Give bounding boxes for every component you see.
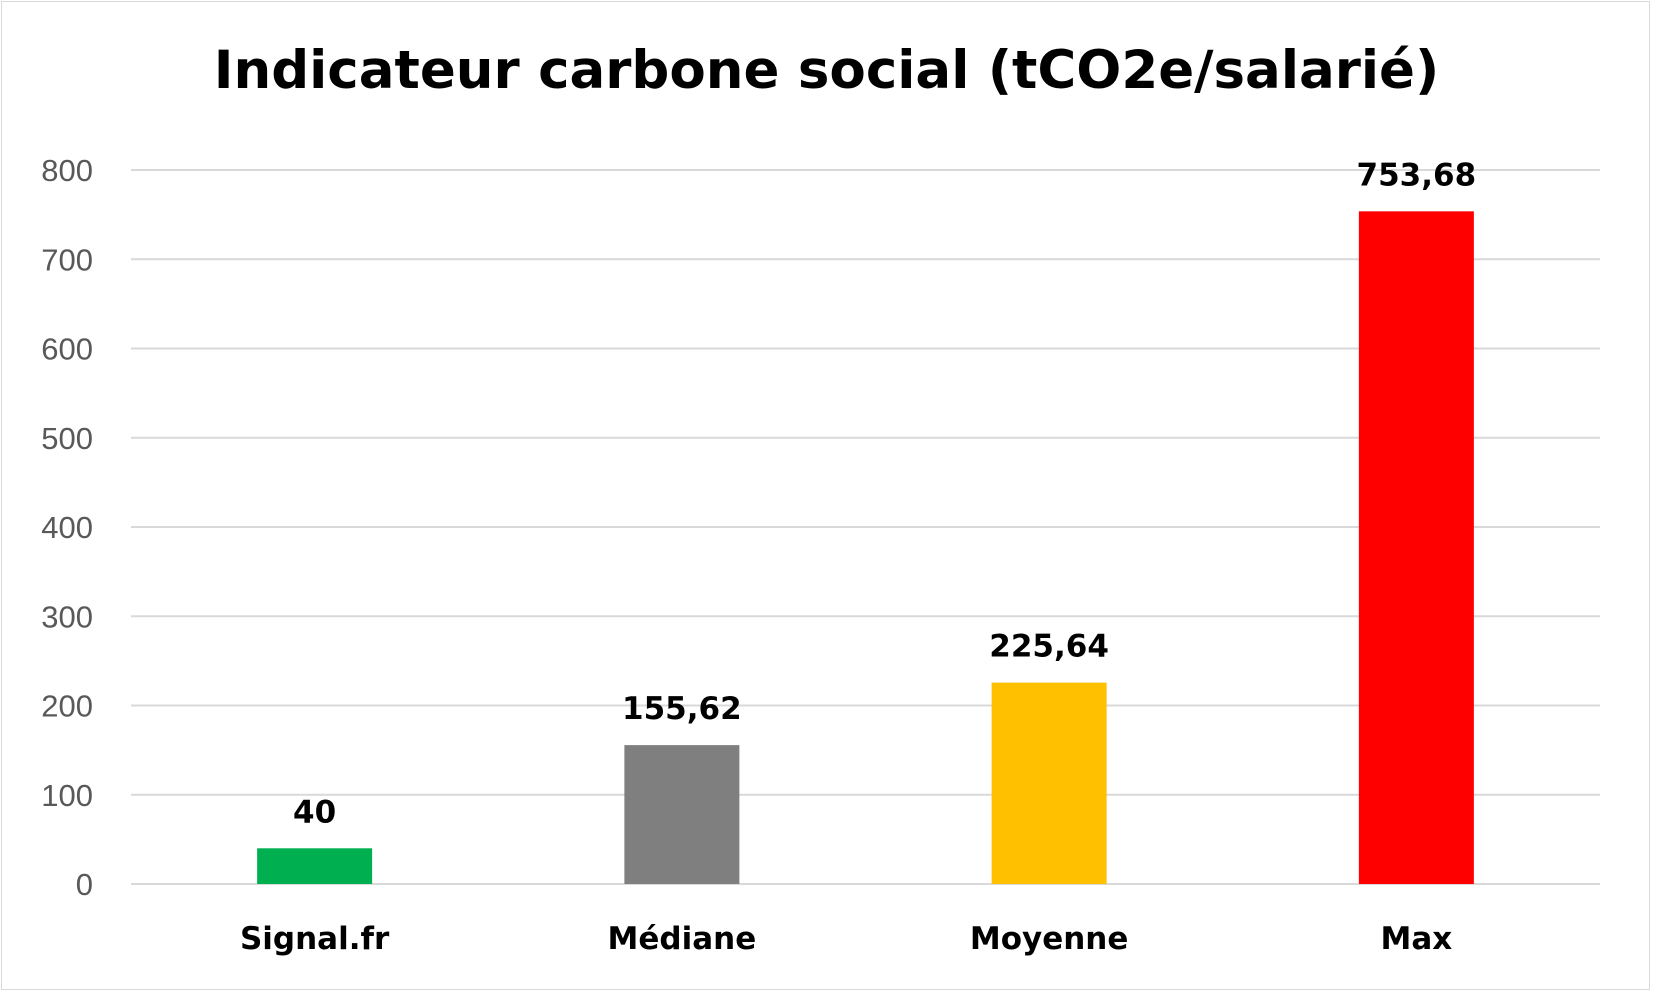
bar-max	[1358, 211, 1474, 885]
x-tick-label: Médiane	[608, 921, 757, 957]
bar-moyenne	[991, 682, 1107, 884]
y-tick-label: 500	[41, 421, 93, 456]
y-tick-label: 300	[41, 599, 93, 634]
y-axis-ticks: 0 100 200 300 400 500 600 700 800	[41, 153, 93, 902]
data-label: 225,64	[989, 629, 1109, 665]
gridlines	[131, 169, 1600, 885]
y-tick-label: 700	[41, 242, 93, 277]
x-axis-ticks: Signal.fr Médiane Moyenne Max	[240, 921, 1452, 957]
chart-title: Indicateur carbone social (tCO2e/salarié…	[213, 40, 1440, 101]
y-tick-label: 0	[76, 867, 93, 902]
x-tick-label: Moyenne	[970, 921, 1129, 957]
y-tick-label: 400	[41, 510, 93, 545]
bar-m-diane	[624, 745, 740, 884]
data-label: 40	[293, 794, 336, 830]
y-tick-label: 800	[41, 153, 93, 188]
y-tick-label: 200	[41, 689, 93, 724]
x-tick-label: Max	[1380, 921, 1452, 957]
data-labels: 40 155,62 225,64 753,68	[293, 157, 1476, 830]
x-tick-label: Signal.fr	[240, 921, 390, 957]
bar-signal-fr	[257, 848, 373, 884]
y-tick-label: 600	[41, 332, 93, 367]
data-label: 753,68	[1357, 157, 1477, 193]
bars	[257, 211, 1474, 885]
y-tick-label: 100	[41, 778, 93, 813]
data-label: 155,62	[622, 691, 742, 727]
